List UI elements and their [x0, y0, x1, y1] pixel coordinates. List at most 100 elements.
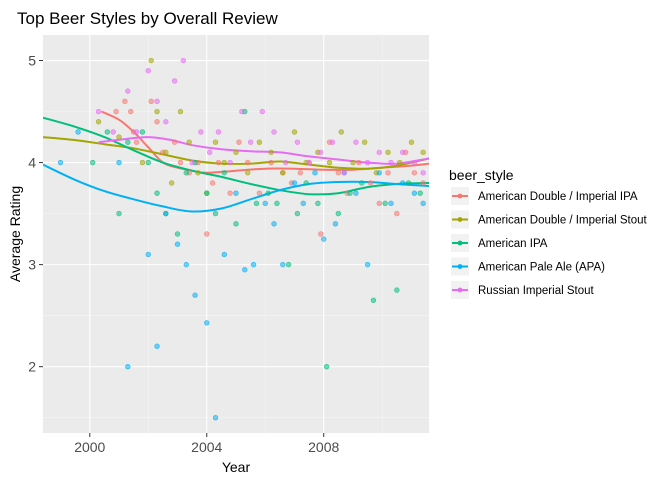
legend-item: American IPA [451, 234, 548, 252]
data-point [163, 149, 169, 156]
data-point [341, 170, 347, 176]
data-point [139, 129, 146, 135]
data-point [376, 149, 382, 156]
data-point [294, 210, 301, 217]
data-point [154, 119, 160, 125]
data-point [148, 57, 154, 64]
data-point [233, 221, 239, 227]
data-point [338, 129, 344, 135]
data-point [268, 159, 274, 166]
x-axis-ticks: 2000 2004 2008 [74, 433, 340, 455]
legend-dot [457, 217, 463, 222]
data-point [262, 200, 268, 207]
data-point [364, 261, 371, 268]
data-point [212, 139, 219, 145]
data-point [204, 231, 210, 237]
data-point [204, 190, 210, 196]
data-point [332, 221, 339, 227]
data-point [95, 119, 102, 125]
smooth-line [43, 136, 429, 170]
data-point [227, 190, 233, 196]
y-tick-label: 5 [28, 53, 36, 69]
data-point [347, 190, 353, 196]
data-point [303, 180, 309, 186]
data-point [294, 139, 301, 145]
data-point [256, 190, 263, 196]
data-point [239, 108, 245, 115]
legend-item: Russian Imperial Stout [451, 281, 594, 299]
data-point [75, 129, 81, 135]
legend-label: Russian Imperial Stout [478, 285, 594, 297]
data-point [171, 139, 178, 145]
data-point [420, 200, 426, 207]
data-point [195, 170, 201, 176]
data-point [212, 210, 219, 217]
legend-item: American Pale Ale (APA) [451, 257, 605, 276]
data-point [335, 210, 342, 217]
data-point [244, 170, 251, 176]
data-point [113, 108, 119, 115]
data-point [145, 251, 151, 258]
data-point [168, 180, 175, 186]
chart-title: Top Beer Styles by Overall Review [17, 9, 278, 28]
data-point [104, 129, 111, 135]
data-point [174, 231, 181, 237]
data-point [259, 108, 266, 115]
y-tick-label: 2 [28, 359, 36, 375]
data-point [180, 57, 187, 64]
x-axis-title: Year [222, 459, 251, 475]
data-point [204, 320, 210, 326]
data-point [291, 180, 298, 186]
data-point [353, 190, 359, 196]
legend-title: beer_style [449, 167, 514, 183]
data-point [353, 139, 359, 145]
legend-dot [457, 264, 463, 269]
data-point [399, 149, 406, 156]
data-point [116, 210, 122, 217]
data-point [233, 149, 239, 156]
legend-label: American Pale Ale (APA) [478, 262, 605, 274]
data-point [321, 236, 327, 242]
data-point [420, 149, 426, 156]
data-point [356, 159, 362, 166]
data-point [315, 200, 321, 207]
data-point [408, 139, 415, 145]
data-point [405, 180, 412, 186]
data-point [417, 190, 423, 196]
data-point [177, 159, 184, 166]
data-point [133, 139, 140, 145]
data-point [306, 159, 312, 166]
data-point [335, 170, 342, 176]
legend-label: American Double / Imperial Stout [478, 215, 648, 227]
data-point [385, 149, 391, 156]
data-point [186, 139, 192, 145]
data-point [283, 159, 289, 166]
data-point [323, 363, 330, 370]
data-point [280, 261, 286, 268]
data-point [128, 108, 134, 115]
data-point [318, 149, 324, 156]
data-point [411, 190, 418, 196]
data-point [125, 139, 131, 145]
data-point [221, 170, 228, 176]
data-point [163, 119, 169, 125]
data-point [148, 98, 154, 105]
data-point [250, 261, 257, 268]
smooth-line [43, 163, 429, 213]
data-point [297, 170, 304, 176]
data-point [318, 231, 324, 237]
y-tick-label: 4 [28, 155, 36, 171]
data-point [145, 159, 151, 166]
data-point [206, 149, 213, 156]
data-point [57, 159, 64, 166]
data-point [399, 180, 406, 186]
data-point [271, 221, 277, 227]
legend-item: American Double / Imperial Stout [451, 210, 648, 229]
data-point [242, 267, 248, 273]
y-axis-title: Average Rating [7, 186, 23, 282]
data-point [388, 159, 394, 166]
data-point [110, 129, 116, 135]
data-point [227, 159, 233, 166]
data-point [394, 287, 400, 293]
